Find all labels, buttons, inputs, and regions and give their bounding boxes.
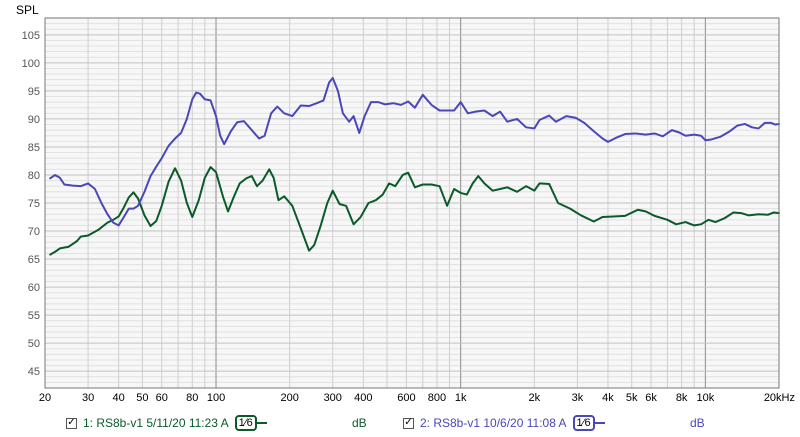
plot-frame — [44, 17, 780, 389]
series-2-visibility-checkbox[interactable]: ✓ — [403, 417, 414, 429]
x-tick-label: 80 — [186, 392, 198, 404]
series-2-label: 2: RS8b-v1 10/6/20 11:08 A — [420, 416, 567, 430]
x-tick-label: 5k — [626, 392, 638, 404]
x-tick-label: 10k — [696, 392, 714, 404]
series-2-line-swatch — [594, 422, 605, 424]
x-tick-label: 1k — [455, 392, 467, 404]
x-tick-label: 800 — [428, 392, 446, 404]
series-line-1 — [49, 166, 780, 256]
y-tick-label: 80 — [28, 170, 40, 182]
x-tick-label: 20 — [39, 392, 51, 404]
y-tick-label: 50 — [28, 338, 40, 350]
x-tick-label: 40 — [113, 392, 125, 404]
y-tick-label: 85 — [28, 142, 40, 154]
y-axis-label: SPL — [16, 3, 39, 17]
x-tick-label: 50 — [136, 392, 148, 404]
x-tick-label: 100 — [207, 392, 225, 404]
y-tick-label: 45 — [28, 366, 40, 378]
x-tick-label: 600 — [397, 392, 415, 404]
x-tick-label: 60 — [156, 392, 168, 404]
y-tick-label: 60 — [28, 282, 40, 294]
series-1-smoothing-badge[interactable]: 1⁄6 — [234, 415, 257, 431]
series-2-smoothing-badge[interactable]: 1⁄6 — [572, 415, 595, 431]
y-tick-label: 105 — [22, 30, 40, 42]
y-tick-label: 100 — [22, 58, 40, 70]
x-tick-label: 6k — [645, 392, 657, 404]
x-tick-label: 8k — [676, 392, 688, 404]
x-tick-label: 3k — [572, 392, 584, 404]
series-1-line-swatch — [256, 422, 267, 424]
legend-item-1[interactable]: ✓ 1: RS8b-v1 5/11/20 11:23 A 1⁄6 — [66, 413, 267, 433]
x-tick-label: 300 — [324, 392, 342, 404]
y-tick-label: 95 — [28, 86, 40, 98]
series-1-label: 1: RS8b-v1 5/11/20 11:23 A — [83, 416, 229, 430]
series-1-unit: dB — [352, 416, 367, 430]
x-tick-label: 400 — [354, 392, 372, 404]
y-tick-label: 90 — [28, 114, 40, 126]
legend-item-2[interactable]: ✓ 2: RS8b-v1 10/6/20 11:08 A 1⁄6 — [403, 413, 605, 433]
y-tick-label: 55 — [28, 310, 40, 322]
x-tick-label: 2k — [529, 392, 541, 404]
x-tick-label: 4k — [602, 392, 614, 404]
y-tick-label: 65 — [28, 254, 40, 266]
x-tick-label: 20kHz — [764, 392, 795, 404]
y-tick-label: 75 — [28, 198, 40, 210]
series-1-visibility-checkbox[interactable]: ✓ — [66, 417, 77, 429]
series-line-2 — [49, 76, 780, 227]
x-tick-label: 30 — [82, 392, 94, 404]
y-tick-label: 70 — [28, 226, 40, 238]
x-tick-label: 200 — [280, 392, 298, 404]
series-2-unit: dB — [690, 416, 705, 430]
